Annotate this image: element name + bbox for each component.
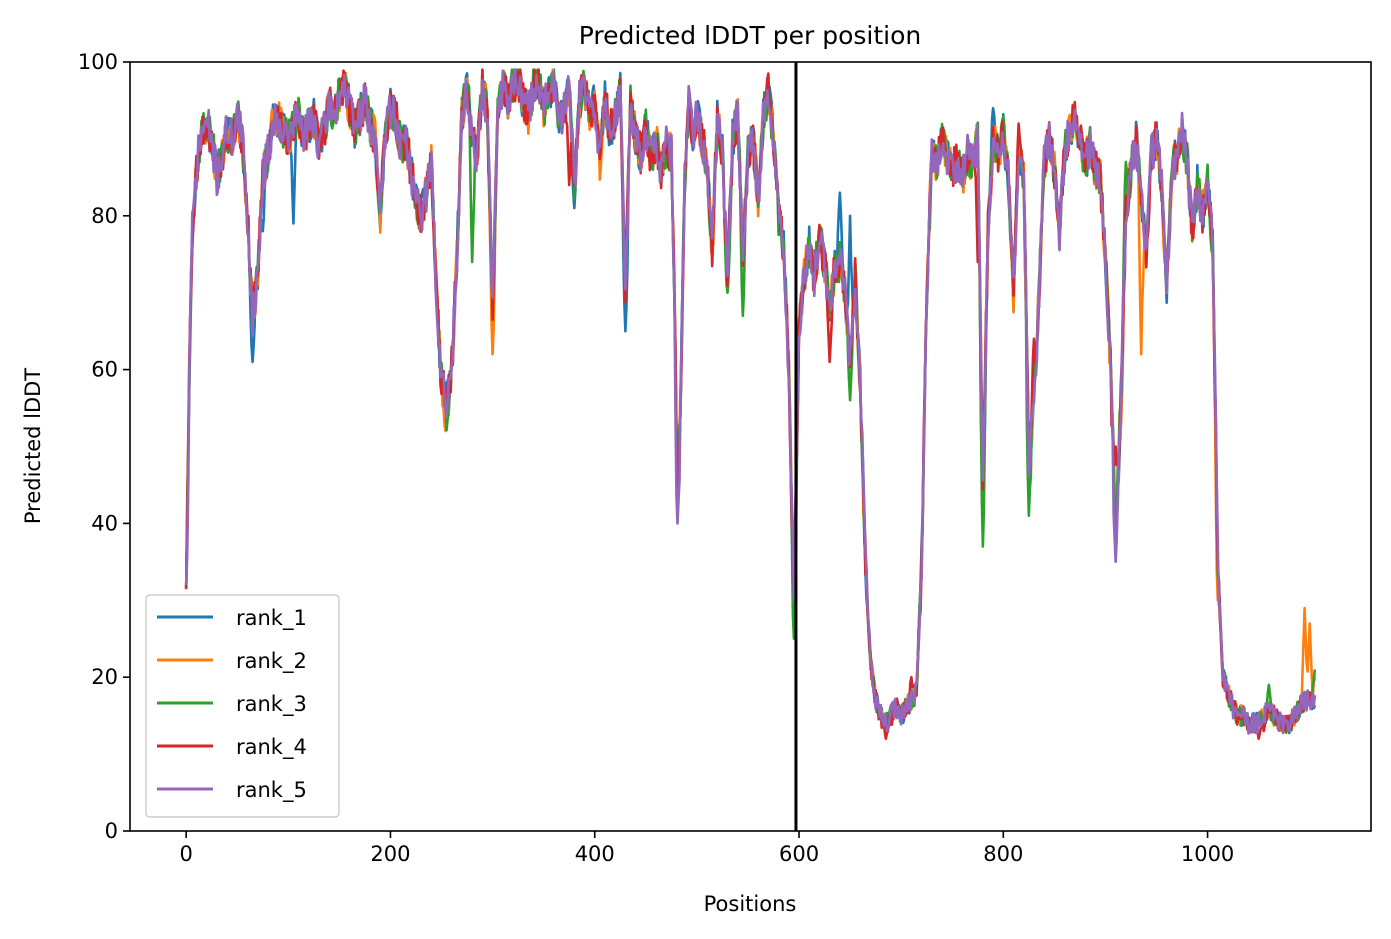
- x-axis: 0 200 400 600 800 1000: [179, 831, 1234, 866]
- series-line-rank-4: [184, 68, 1317, 741]
- x-axis-title: Positions: [704, 892, 797, 916]
- y-tick-label: 80: [91, 204, 118, 228]
- x-tick-label: 1000: [1181, 842, 1234, 866]
- y-tick-label: 60: [91, 358, 118, 382]
- chart-title: Predicted lDDT per position: [579, 21, 921, 50]
- legend-label-rank-4: rank_4: [236, 735, 307, 760]
- x-tick-label: 200: [370, 842, 410, 866]
- legend-box: [145, 594, 340, 818]
- y-axis: 0 20 40 60 80 100: [78, 50, 130, 843]
- series-line-rank-1: [184, 68, 1316, 735]
- y-tick-label: 40: [91, 511, 118, 535]
- series-line-rank-2: [184, 68, 1317, 734]
- legend-label-rank-2: rank_2: [236, 649, 307, 674]
- y-tick-label: 20: [91, 665, 118, 689]
- y-axis-title: Predicted lDDT: [21, 368, 45, 524]
- legend-label-rank-5: rank_5: [236, 778, 307, 803]
- legend: rank_1 rank_2 rank_3 rank_4 rank_5: [145, 594, 340, 818]
- series-layer: [184, 68, 1317, 741]
- legend-items: rank_1 rank_2 rank_3 rank_4 rank_5: [157, 606, 307, 803]
- y-tick-label: 100: [78, 50, 118, 74]
- x-tick-label: 600: [779, 842, 819, 866]
- x-tick-label: 400: [575, 842, 615, 866]
- y-tick-label: 0: [105, 819, 118, 843]
- x-tick-label: 0: [179, 842, 192, 866]
- legend-label-rank-3: rank_3: [236, 692, 307, 717]
- series-line-rank-5: [184, 68, 1317, 735]
- series-line-rank-3: [184, 68, 1317, 735]
- legend-label-rank-1: rank_1: [236, 606, 307, 631]
- x-tick-label: 800: [983, 842, 1023, 866]
- plot-frame: [129, 61, 1372, 832]
